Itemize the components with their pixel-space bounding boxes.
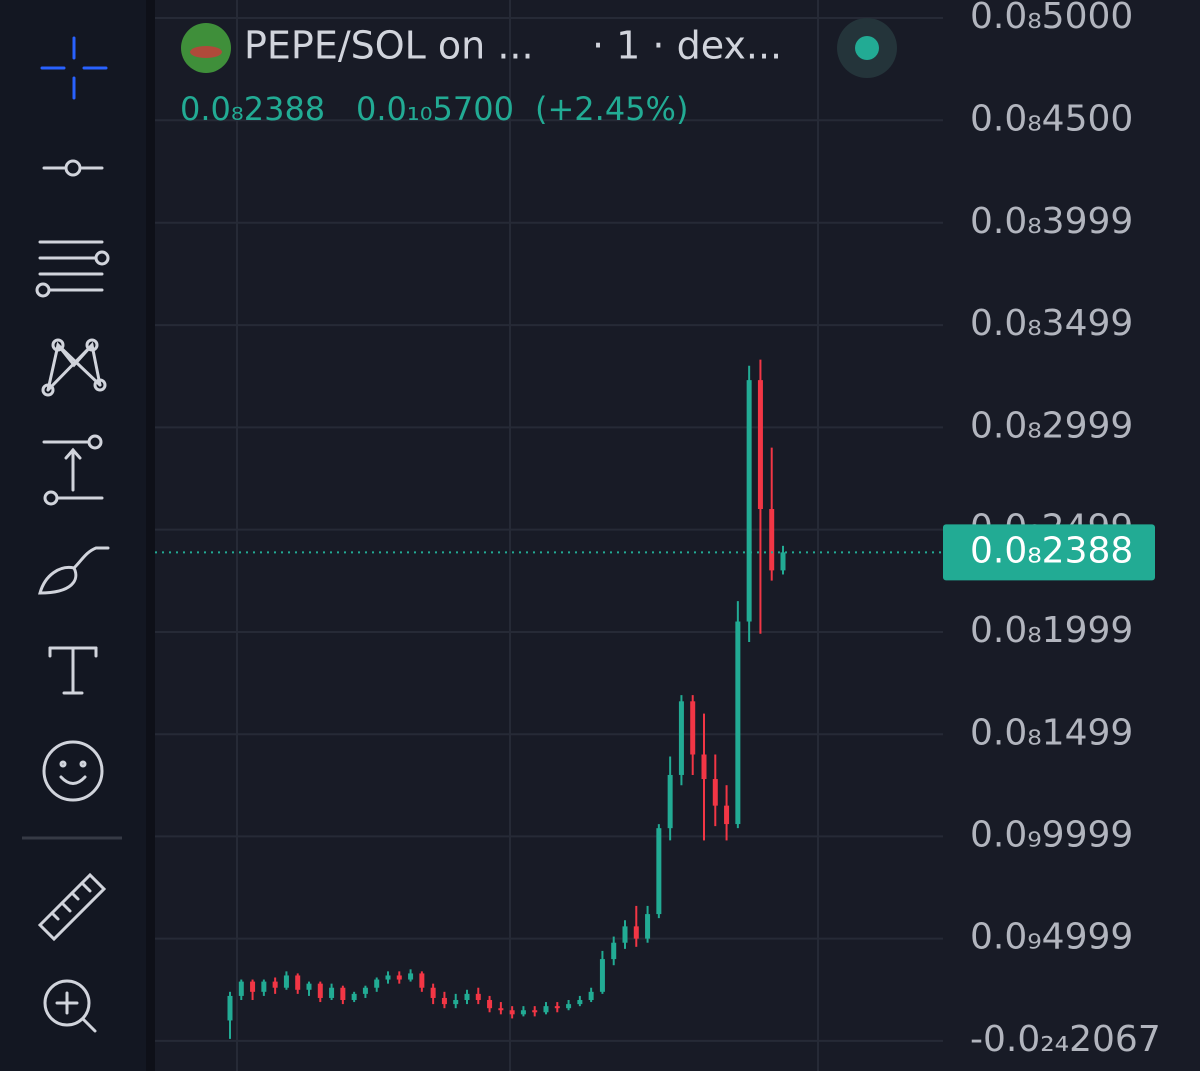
line-tool[interactable] (42, 159, 104, 177)
crosshair-tool[interactable] (40, 36, 108, 100)
candle-body (306, 983, 312, 990)
candle-body (633, 926, 639, 939)
zoom-tool[interactable] (43, 979, 97, 1033)
candle-body (464, 993, 470, 1001)
price-badge-label: 0.0₈2388 (970, 530, 1133, 571)
symbol-title[interactable]: PEPE/SOL on ... (244, 24, 534, 68)
candle-body (645, 914, 651, 939)
candle-body (735, 621, 741, 825)
y-tick-label: 0.0₈1499 (970, 712, 1133, 753)
candle-body (487, 1000, 493, 1009)
divider (146, 0, 155, 1071)
candle-body (272, 981, 278, 988)
y-tick-label: 0.0₉4999 (970, 917, 1133, 958)
y-tick-label: 0.0₈1999 (970, 610, 1133, 651)
candle-body (430, 987, 436, 998)
candle-body (520, 1010, 526, 1015)
brush-tool[interactable] (38, 546, 110, 595)
candle-body (362, 987, 368, 994)
candle-body (532, 1010, 538, 1013)
y-tick-label: 0.0₈3999 (970, 201, 1133, 242)
price-change-percent: (+2.45%) (535, 90, 688, 128)
y-tick-label: 0.0₈3499 (970, 303, 1133, 344)
candle-body (329, 987, 335, 998)
candle-body (419, 973, 425, 988)
candle-body (724, 805, 730, 825)
candle-body (238, 981, 244, 996)
ruler-tool[interactable] (37, 872, 107, 942)
y-tick-label: -0.0₂₄2067 (970, 1019, 1161, 1060)
candle-body (611, 942, 617, 960)
candle-body (690, 701, 696, 755)
y-tick-label: 0.0₈4500 (970, 98, 1133, 139)
text-tool[interactable] (48, 646, 98, 695)
candle-body (509, 1010, 515, 1015)
last-price: 0.0₈2388 (180, 90, 325, 128)
emoji-tool[interactable] (42, 740, 104, 802)
candle-body (678, 701, 684, 775)
candle-body (453, 1000, 459, 1005)
candle-body (577, 1000, 583, 1005)
candle-body (396, 975, 402, 980)
candle-body (769, 509, 775, 571)
candle-body (746, 380, 752, 622)
candle-body (554, 1006, 560, 1009)
candle-body (475, 993, 481, 1001)
candle-body (261, 981, 267, 992)
status-dot (855, 36, 879, 60)
vertical-grid (236, 0, 819, 1071)
candle-body (227, 995, 233, 1021)
fib-tool[interactable] (35, 240, 110, 298)
candle-body (667, 774, 673, 829)
candle-body (283, 975, 289, 988)
candle-body (566, 1004, 572, 1009)
plot (155, 17, 943, 1042)
candle-body (588, 991, 594, 1001)
candle-body (295, 975, 301, 990)
y-tick-label: 0.0₈2999 (970, 405, 1133, 446)
candle-body (351, 993, 357, 1001)
toolbar (22, 36, 122, 1033)
candle-body (408, 973, 414, 980)
price-change: 0.0₁₀5700 (356, 90, 514, 128)
candle-body (441, 997, 447, 1005)
candle-body (374, 979, 380, 988)
candle-body (250, 981, 256, 992)
candle-body (701, 754, 707, 780)
candle-body (757, 380, 763, 510)
measure-tool[interactable] (42, 434, 104, 506)
token-icon-mouth (190, 46, 222, 58)
candle-body (498, 1008, 504, 1011)
candle-body (656, 828, 662, 915)
price-badge (943, 524, 1155, 581)
pattern-tool[interactable] (41, 338, 107, 397)
candle-body (712, 779, 718, 806)
candle-body (340, 987, 346, 1001)
y-tick-label: 0.0₈5000 (970, 0, 1133, 37)
y-tick-label: 0.0₉9999 (970, 814, 1133, 855)
candle-body (622, 926, 628, 943)
candle-body (780, 552, 786, 571)
symbol-meta: · 1 · dex... (592, 24, 782, 68)
candle-body (599, 959, 605, 992)
candle-body (385, 975, 391, 980)
candle-body (317, 983, 323, 998)
candle-body (543, 1006, 549, 1013)
